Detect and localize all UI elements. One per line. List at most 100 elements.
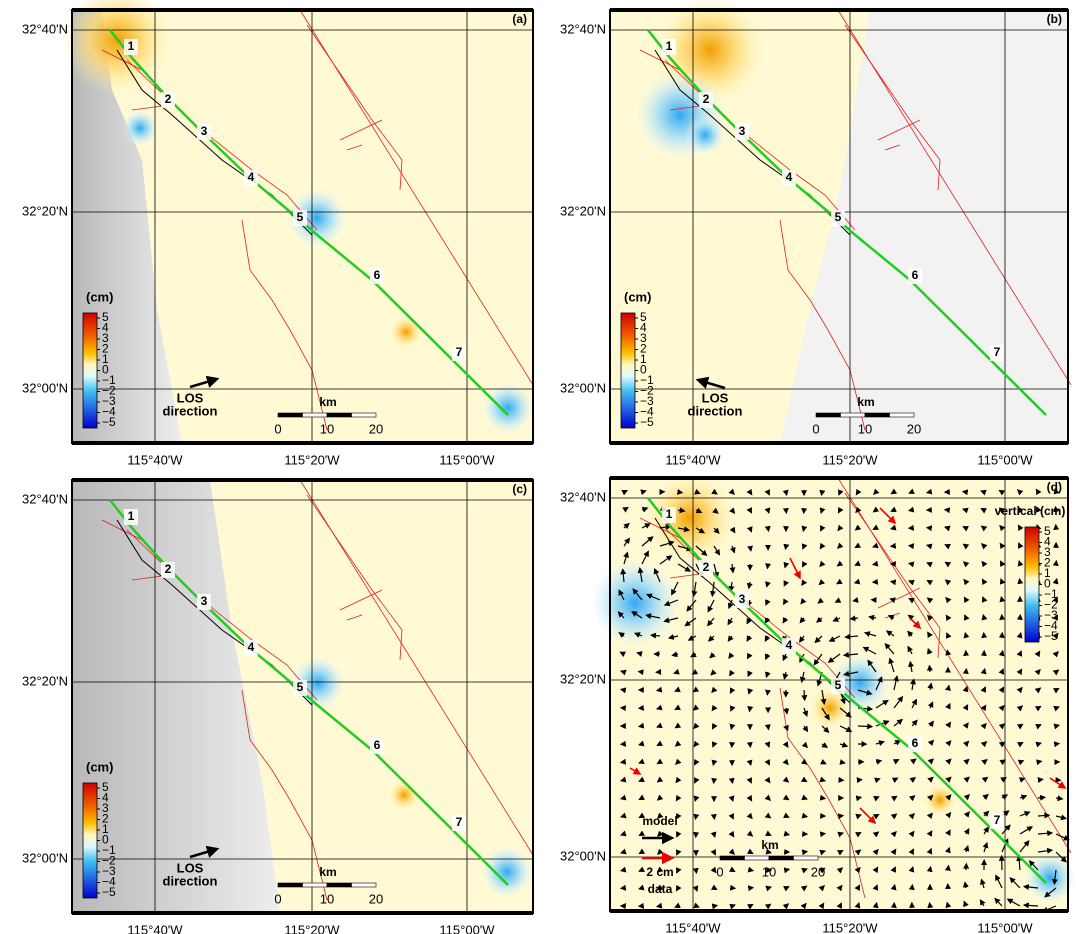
displacement-arrow (999, 595, 1006, 603)
displacement-arrow (927, 758, 935, 765)
displacement-arrow (764, 507, 771, 515)
displacement-arrow (1019, 811, 1031, 817)
displacement-arrow (656, 794, 664, 801)
displacement-arrow (854, 831, 862, 838)
displacement-arrow (945, 829, 951, 836)
lon-label: 115°40'W (127, 452, 183, 467)
displacement-arrow (746, 812, 753, 820)
colorbar-tick-label: 0 (1044, 577, 1051, 591)
displacement-arrow (944, 864, 951, 871)
displacement-arrow (945, 632, 952, 639)
displacement-arrow (926, 865, 933, 873)
legend-data: data (648, 882, 673, 896)
los-arrow (189, 845, 220, 859)
displacement-arrow (962, 526, 969, 532)
terrain (780, 10, 1068, 443)
colorbar-tick-label: 5 (1044, 524, 1051, 538)
displacement-arrow (801, 560, 808, 568)
displacement-arrow (746, 617, 753, 625)
displacement-arrow (707, 599, 715, 613)
segment-label-box (699, 560, 713, 576)
colorbar-unit: (cm) (86, 759, 113, 774)
colorbar-tick-label: −3 (640, 394, 654, 408)
displacement-arrow (1019, 794, 1028, 801)
displacement-arrow (962, 881, 969, 889)
displacement-arrow (963, 828, 970, 835)
displacement-arrow (963, 631, 970, 639)
los-label: LOS (177, 860, 204, 875)
segment-label: 2 (165, 562, 172, 576)
displacement-arrow (1037, 830, 1054, 837)
colorbar-tick-label: −2 (1044, 598, 1058, 612)
segment-label-box (699, 92, 713, 108)
displacement-arrow (981, 613, 988, 621)
displacement-arrow (1016, 854, 1023, 871)
displacement-arrow (712, 507, 719, 514)
colorbar-unit: (cm) (86, 289, 113, 304)
colorbar-tick-label: −3 (102, 864, 116, 878)
panel-label: (a) (512, 12, 527, 26)
colorbar (82, 312, 98, 429)
displacement-arrow (962, 561, 970, 568)
displacement-arrow (854, 524, 862, 531)
displacement-arrow (764, 794, 771, 801)
scale-tick-label: 20 (369, 891, 383, 906)
displacement-arrow (1034, 668, 1041, 676)
displacement-arrow (819, 849, 826, 856)
displacement-arrow (927, 739, 935, 747)
displacement-arrow (832, 616, 841, 622)
displacement-arrow (836, 542, 844, 549)
displacement-arrow (1001, 824, 1011, 835)
displacement-arrow (728, 848, 736, 855)
fault-line (844, 492, 941, 659)
displacement-arrow (645, 613, 661, 620)
displacement-arrow (667, 634, 679, 640)
displacement-arrow (765, 885, 773, 892)
segment-label-box (244, 170, 258, 186)
colorbar-tick-label: 5 (102, 310, 109, 324)
displacement-arrow (1000, 560, 1006, 567)
displacement-arrow (998, 704, 1005, 712)
displacement-arrow (818, 867, 826, 874)
segment-label: 6 (912, 736, 919, 750)
displacement-arrow (638, 830, 646, 837)
lat-label: 32°20'N (560, 203, 606, 218)
displacement-arrow (862, 646, 877, 655)
displacement-arrow (693, 795, 700, 803)
scale-bar-segment (889, 412, 915, 418)
displacement-arrow (945, 614, 952, 622)
los-label: direction (163, 403, 218, 418)
colorbar-tick-label: −2 (640, 384, 654, 398)
displacement-arrow (637, 566, 644, 583)
displacement-arrow (890, 488, 898, 495)
displacement-arrow (1052, 577, 1059, 585)
lon-label: 115°40'W (665, 452, 721, 467)
displacement-arrow (819, 794, 827, 801)
displacement-arrow (746, 507, 752, 514)
displacement-arrow (926, 664, 933, 673)
displacement-arrow (656, 884, 664, 891)
displacement-arrow (674, 902, 681, 909)
displacement-arrow (765, 671, 771, 679)
los-arrow (189, 375, 220, 389)
displacement-arrow (783, 812, 790, 818)
displacement-arrow (711, 488, 718, 495)
displacement-arrow (1028, 860, 1039, 871)
displacement-arrow (727, 635, 734, 642)
displacement-arrow (982, 810, 990, 817)
displacement-arrow (908, 488, 915, 495)
deformation-blob (685, 115, 725, 155)
displacement-arrow (963, 758, 970, 765)
scale-tick-label: 20 (811, 864, 825, 879)
displacement-arrow (927, 720, 934, 728)
scale-bar-segment (793, 855, 819, 861)
displacement-arrow (1006, 898, 1021, 907)
displacement-arrow (711, 759, 718, 767)
colorbar-tick-label: −4 (1044, 619, 1058, 633)
displacement-arrow (618, 589, 625, 601)
displacement-arrow (783, 724, 789, 732)
lat-label: 32°00'N (22, 850, 68, 865)
segment-label-box (452, 345, 466, 361)
displacement-arrow (839, 707, 852, 718)
displacement-arrow (677, 526, 691, 533)
